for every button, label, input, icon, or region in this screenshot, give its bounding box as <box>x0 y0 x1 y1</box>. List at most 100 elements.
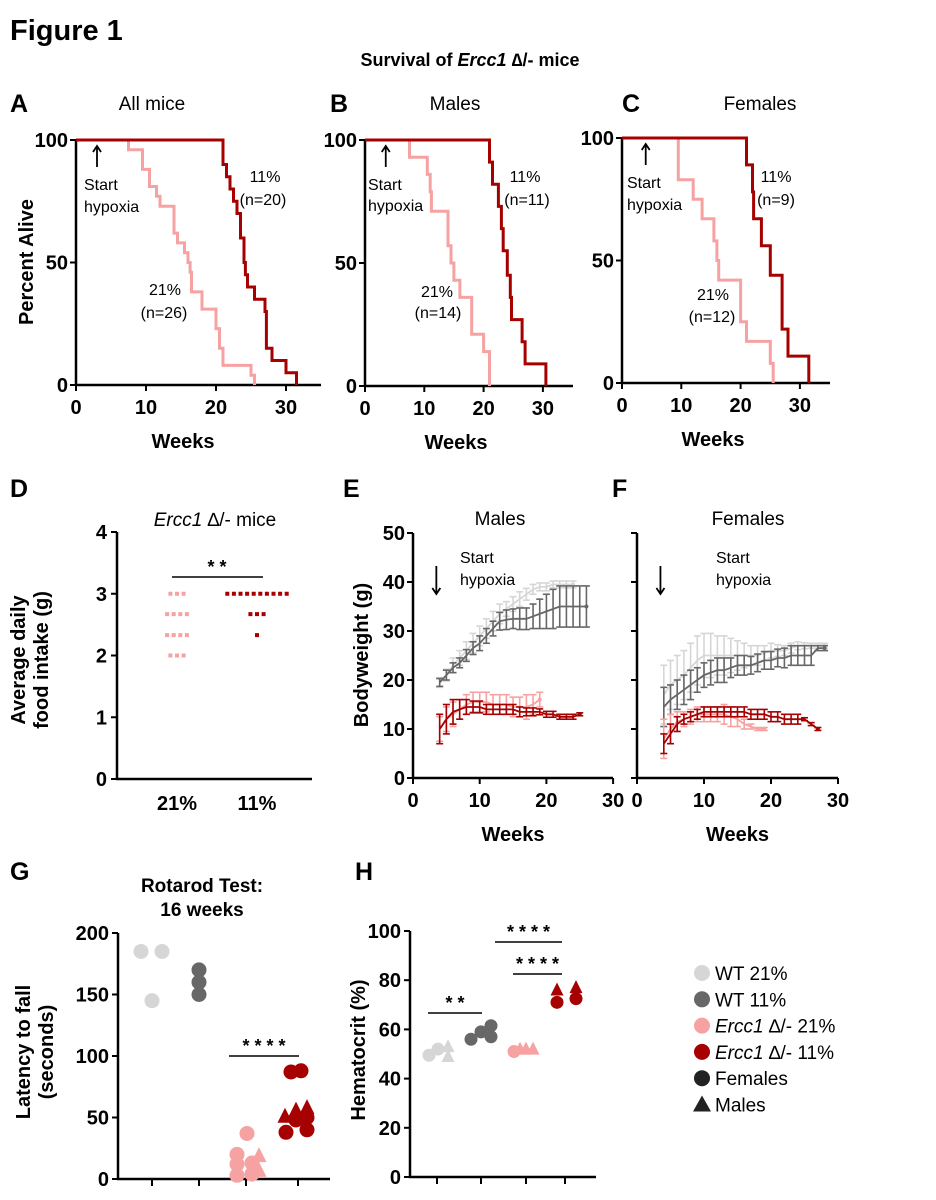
data-point <box>168 591 173 596</box>
x-tick-label: 10 <box>413 398 435 420</box>
male-triangle-point <box>277 1107 293 1123</box>
data-point <box>278 591 283 596</box>
legend-gene: Ercc1 <box>715 1017 764 1038</box>
circle-icon <box>694 1043 710 1060</box>
series-n-label: (n=12) <box>689 309 736 326</box>
panel-title: Rotarod Test: <box>141 876 263 897</box>
legend: WT 21%WT 11%Ercc1 ∆/- 21%Ercc1 ∆/- 11%Fe… <box>693 964 836 1117</box>
y-tick-label: 0 <box>96 769 107 791</box>
panel-a: A All mice 0 50 100 0 10 20 30 Weeks Percent Alive… <box>10 90 321 453</box>
data-point <box>255 633 259 638</box>
survival-curve-11pct <box>622 136 811 383</box>
data-point <box>184 633 189 638</box>
series-wt-21 <box>436 580 577 689</box>
series-n-label: (n=11) <box>504 192 550 209</box>
data-point <box>165 612 170 617</box>
annotation-hypoxia: hypoxia <box>627 197 682 214</box>
series-label: 11% <box>510 169 541 186</box>
survival-curve-21pct <box>622 136 775 383</box>
mean-line <box>439 583 574 684</box>
female-circle-point <box>191 962 207 978</box>
legend-label: Ercc1 ∆/- 11% <box>715 1043 834 1064</box>
y-tick-label: 4 <box>96 522 108 544</box>
legend-item: Males <box>693 1095 766 1117</box>
annotation-hypoxia: hypoxia <box>84 199 139 216</box>
y-tick-label: 50 <box>335 253 357 275</box>
data-point <box>175 591 179 596</box>
female-circle-point <box>229 1167 245 1183</box>
end-point <box>815 727 820 731</box>
x-tick-label: 10 <box>135 397 157 419</box>
data-point <box>248 612 253 617</box>
x-category-label: 21% <box>157 793 197 815</box>
data-point <box>264 591 269 596</box>
y-tick-label: 50 <box>592 251 614 273</box>
male-triangle-point <box>526 1041 540 1055</box>
panel-title: Ercc1 ∆/- mice <box>154 510 276 531</box>
series-ercc1-11 <box>660 706 822 755</box>
circle-icon <box>694 1070 710 1087</box>
data-point <box>231 591 236 596</box>
panel-letter: F <box>612 475 627 503</box>
data-point <box>175 653 179 658</box>
data-point <box>261 612 266 617</box>
y-tick-label: 50 <box>46 253 68 275</box>
panel-letter: E <box>343 475 360 503</box>
panel-d: D Ercc1 ∆/- mice 0 1 2 3 4 Average daily food in… <box>8 475 312 815</box>
mean-line <box>438 706 581 730</box>
female-circle-point <box>431 1042 445 1056</box>
legend-gene: Ercc1 <box>715 1043 764 1064</box>
panel-letter: B <box>330 90 348 118</box>
x-tick-label: 30 <box>532 398 554 420</box>
significance-label: * * * * <box>242 1036 285 1056</box>
survival-curve-21pct <box>365 138 491 386</box>
annotation-hypoxia: hypoxia <box>460 572 515 589</box>
triangle-icon <box>693 1095 711 1112</box>
series-label: 11% <box>761 169 792 186</box>
x-tick-label: 20 <box>535 790 557 812</box>
y-tick-label: 0 <box>346 376 357 398</box>
panel-letter: C <box>622 90 640 118</box>
male-triangle-point <box>299 1099 315 1115</box>
y-tick-label: 100 <box>324 130 357 152</box>
mean-line <box>663 713 765 740</box>
legend-text: WT 11% <box>715 990 786 1011</box>
female-circle-point <box>293 1063 309 1079</box>
survival-curve-11pct <box>365 138 548 386</box>
arrow-head-icon <box>640 142 651 151</box>
panel-c: C Females 0 50 100 0 10 20 30 Weeks Start hypoxia 21… <box>581 90 830 451</box>
end-point <box>537 697 542 702</box>
annotation-start: Start <box>460 550 494 567</box>
y-tick-label: 100 <box>76 1046 109 1068</box>
y-tick-label: 2 <box>96 646 107 668</box>
series-label: 11% <box>250 169 281 186</box>
title-gene: Ercc1 <box>154 510 203 531</box>
annotation-start: Start <box>84 177 118 194</box>
y-tick-label: 0 <box>390 1167 401 1189</box>
series-n-label: (n=26) <box>141 305 188 322</box>
data-point <box>184 612 189 617</box>
series-label: 21% <box>421 284 453 301</box>
legend-text: WT 21% <box>715 964 788 985</box>
figure-title: Figure 1 <box>10 15 123 47</box>
y-tick-label: 0 <box>57 375 68 397</box>
panel-letter: H <box>355 858 373 886</box>
subtitle-gene: Ercc1 <box>457 50 506 70</box>
mean-line <box>439 605 587 684</box>
y-axis-label: food intake (g) <box>31 591 53 729</box>
panel-b: B Males 0 50 100 0 10 20 30 Weeks Start hypoxia 21% (… <box>324 90 573 454</box>
data-point <box>178 612 183 617</box>
data-point <box>238 591 243 596</box>
circle-icon <box>694 965 710 981</box>
female-circle-point <box>550 995 564 1009</box>
female-circle-point <box>133 943 149 959</box>
x-tick-label: 20 <box>760 790 782 812</box>
x-axis-label: Weeks <box>681 429 744 451</box>
female-circle-point <box>474 1025 488 1039</box>
y-tick-label: 50 <box>383 523 405 545</box>
data-point <box>284 591 289 596</box>
y-axis-label: Average daily <box>8 594 30 724</box>
panel-letter: A <box>10 90 28 118</box>
y-axis-label: Hematocrit (%) <box>348 979 370 1120</box>
